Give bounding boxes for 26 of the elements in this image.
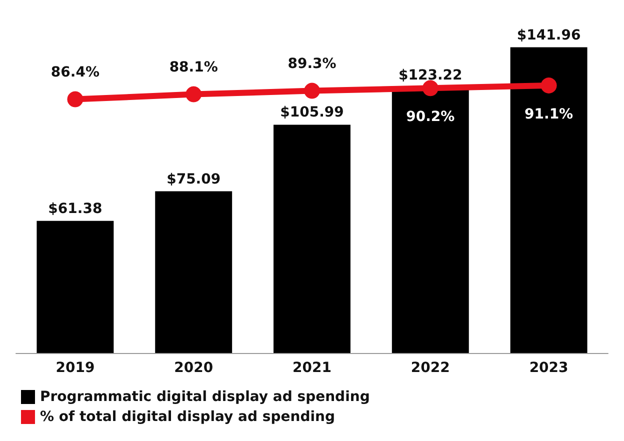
data-label: 90.2% xyxy=(406,109,455,126)
data-label: 88.1% xyxy=(169,59,218,76)
point xyxy=(422,80,438,96)
point xyxy=(304,82,320,99)
data-label: $123.22 xyxy=(398,68,462,84)
bar xyxy=(155,191,232,353)
point xyxy=(67,91,84,108)
data-label: $141.96 xyxy=(516,27,581,44)
data-label: $105.99 xyxy=(280,104,344,121)
x-tick-label: 2021 xyxy=(292,360,332,376)
x-tick-label: 2022 xyxy=(410,360,450,376)
bar xyxy=(36,220,114,353)
data-label: $75.09 xyxy=(166,171,221,188)
point xyxy=(540,78,557,94)
x-tick-label: 2020 xyxy=(174,360,214,376)
data-label: 91.1% xyxy=(524,106,574,122)
x-tick-label: 2023 xyxy=(529,360,568,376)
point xyxy=(186,86,202,102)
data-label: 89.3% xyxy=(288,56,336,72)
bar xyxy=(274,124,350,353)
legend-label: % of total digital display ad spending xyxy=(40,409,336,425)
bar xyxy=(510,47,588,353)
data-label: $61.38 xyxy=(48,200,102,217)
data-label: 86.4% xyxy=(50,64,100,80)
legend-label: Programmatic digital display ad spending xyxy=(40,389,370,405)
x-tick-label: 2019 xyxy=(56,360,95,376)
